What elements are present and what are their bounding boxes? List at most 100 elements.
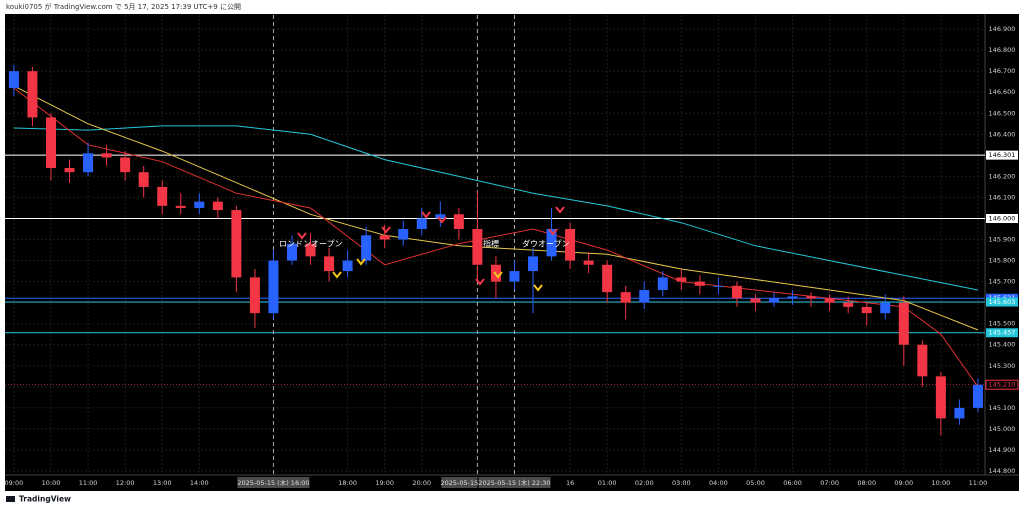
candle-body: [101, 153, 112, 158]
x-tick-label: 11:00: [79, 479, 98, 487]
candle-body: [286, 243, 297, 261]
candle-body: [935, 376, 946, 419]
y-tick-label: 145.000: [989, 425, 1016, 433]
candle-body: [917, 344, 928, 377]
candle-body: [83, 153, 94, 173]
candle-body: [898, 302, 909, 345]
candle-body: [268, 260, 279, 314]
date-label-box: [478, 477, 551, 488]
candle-body: [157, 186, 168, 206]
y-tick-label: 146.900: [989, 25, 1016, 33]
signal-arrow: [437, 216, 447, 224]
price-label-box: [986, 328, 1018, 338]
x-tick-label: 19:00: [375, 479, 394, 487]
footer-logo: TradingView: [6, 495, 71, 504]
x-tick-label: 08:00: [857, 479, 876, 487]
y-tick-label: 146.100: [989, 193, 1016, 201]
moving-average: [13, 87, 979, 388]
y-tick-label: 146.800: [989, 46, 1016, 54]
candle-body: [27, 71, 38, 118]
y-tick-label: 145.900: [989, 236, 1016, 244]
x-tick-label: 20:00: [412, 479, 431, 487]
y-tick-label: 144.800: [989, 467, 1016, 475]
candle-body: [249, 277, 260, 314]
candle-body: [769, 298, 780, 303]
candle-body: [639, 290, 650, 303]
y-tick-label: 145.800: [989, 257, 1016, 265]
y-tick-label: 146.200: [989, 172, 1016, 180]
signal-arrow: [297, 232, 307, 240]
signal-arrow: [548, 228, 558, 236]
candle-body: [435, 214, 446, 219]
x-tick-label: 10:00: [42, 479, 61, 487]
chart-area: [5, 14, 1019, 491]
x-tick-label: 02:00: [635, 479, 654, 487]
x-tick-label: 07:00: [820, 479, 839, 487]
y-tick-label: 145.700: [989, 278, 1016, 286]
date-label-box: [441, 477, 478, 488]
candle-body: [379, 235, 390, 240]
candle-body: [398, 229, 409, 240]
x-tick-label: 06:00: [783, 479, 802, 487]
annotation: ロンドンオープン: [279, 240, 343, 249]
candle-body: [972, 384, 983, 408]
signal-arrow: [493, 271, 503, 279]
candle-body: [8, 71, 19, 89]
candle-body: [361, 235, 372, 261]
candle-body: [138, 172, 149, 187]
candle-body: [342, 260, 353, 272]
candle-body: [806, 296, 817, 299]
x-tick-label: 04:00: [709, 479, 728, 487]
signal-arrow: [475, 278, 485, 286]
signal-arrow: [533, 284, 543, 292]
candle-body: [843, 302, 854, 307]
last-price-box: [985, 379, 1019, 390]
y-tick-label: 145.300: [989, 362, 1016, 370]
date-label: 2025-05-15 (木) 22:30: [478, 478, 550, 487]
x-tick-label: 12:00: [116, 479, 135, 487]
y-tick-label: 146.400: [989, 130, 1016, 138]
price-label-box: [986, 213, 1018, 223]
price-label: 145.457: [989, 329, 1016, 337]
candle-body: [453, 214, 464, 230]
y-tick-label: 146.700: [989, 67, 1016, 75]
signal-arrow: [555, 206, 565, 214]
y-tick-label: 145.100: [989, 404, 1016, 412]
x-tick-label: 11:00: [969, 479, 988, 487]
y-tick-label: 146.600: [989, 88, 1016, 96]
logo-mark: [6, 496, 15, 502]
candle-body: [787, 296, 798, 299]
x-tick-label: 14:00: [190, 479, 209, 487]
annotation: ダウオープン: [522, 239, 570, 249]
candle-body: [212, 201, 223, 211]
footer: TradingView: [19, 495, 71, 504]
candle-body: [713, 285, 724, 287]
x-tick-label: 13:00: [153, 479, 172, 487]
x-tick-label: 10:00: [932, 479, 951, 487]
candle-body: [954, 407, 965, 419]
candle-body: [565, 229, 576, 261]
candle-body: [324, 256, 335, 272]
candle-body: [583, 260, 594, 265]
x-tick-label: 09:00: [894, 479, 913, 487]
header: kouki0705 が TradingView.com で 5月 17, 202…: [6, 2, 241, 11]
candle-body: [602, 264, 613, 293]
last-price-label: 145.210: [989, 381, 1016, 389]
y-tick-label: 144.900: [989, 446, 1016, 454]
date-label-box: [237, 477, 310, 488]
x-tick-label: 09:00: [5, 479, 24, 487]
candle-body: [416, 218, 427, 230]
y-tick-label: 145.400: [989, 341, 1016, 349]
candle-body: [175, 205, 186, 208]
candle-body: [750, 298, 761, 303]
candle-body: [305, 243, 316, 257]
date-label: 2025-05-15: [440, 479, 478, 487]
candle-body: [824, 298, 835, 303]
price-label-box: [986, 297, 1018, 307]
signal-arrow: [332, 271, 342, 279]
x-tick-label: 16: [566, 479, 574, 487]
moving-average: [13, 125, 979, 291]
candle-body: [231, 210, 242, 278]
candle-body: [676, 277, 687, 282]
